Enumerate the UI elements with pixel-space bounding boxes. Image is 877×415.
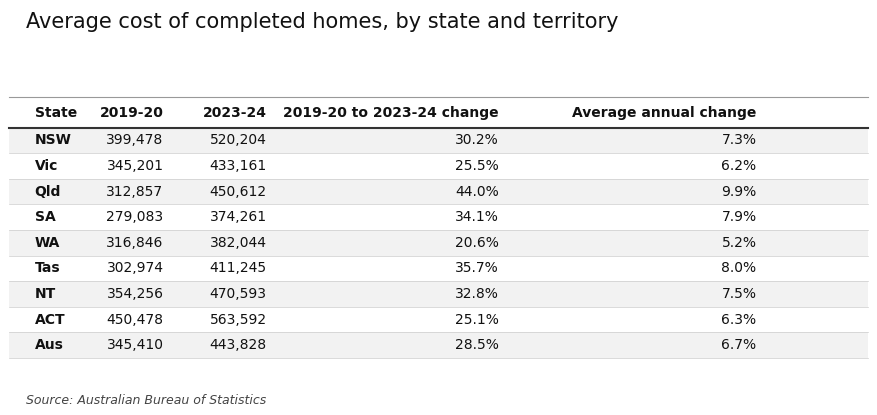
Text: 411,245: 411,245	[210, 261, 267, 276]
Text: Tas: Tas	[34, 261, 61, 276]
Text: 345,201: 345,201	[106, 159, 163, 173]
Text: 25.1%: 25.1%	[455, 312, 499, 327]
Text: Vic: Vic	[34, 159, 58, 173]
Text: 28.5%: 28.5%	[455, 338, 499, 352]
Text: 382,044: 382,044	[210, 236, 267, 250]
Text: 30.2%: 30.2%	[455, 134, 499, 147]
Text: 279,083: 279,083	[106, 210, 163, 224]
Text: 25.5%: 25.5%	[455, 159, 499, 173]
Text: 399,478: 399,478	[106, 134, 163, 147]
Text: Source: Australian Bureau of Statistics: Source: Australian Bureau of Statistics	[26, 394, 267, 407]
Text: 34.1%: 34.1%	[455, 210, 499, 224]
Text: 7.5%: 7.5%	[722, 287, 757, 301]
Text: 32.8%: 32.8%	[455, 287, 499, 301]
Text: 433,161: 433,161	[210, 159, 267, 173]
Text: 7.9%: 7.9%	[722, 210, 757, 224]
Bar	[9, 128, 868, 153]
Text: Average annual change: Average annual change	[572, 105, 757, 120]
Text: Qld: Qld	[34, 185, 61, 199]
Bar	[9, 256, 868, 281]
Bar	[9, 332, 868, 358]
Text: Average cost of completed homes, by state and territory: Average cost of completed homes, by stat…	[26, 12, 619, 32]
Text: WA: WA	[34, 236, 60, 250]
Bar	[9, 205, 868, 230]
Text: 563,592: 563,592	[210, 312, 267, 327]
Text: 520,204: 520,204	[210, 134, 267, 147]
Text: SA: SA	[34, 210, 55, 224]
Text: 470,593: 470,593	[210, 287, 267, 301]
Text: 316,846: 316,846	[106, 236, 163, 250]
Text: 8.0%: 8.0%	[722, 261, 757, 276]
Text: 354,256: 354,256	[106, 287, 163, 301]
Text: NSW: NSW	[34, 134, 71, 147]
Text: 302,974: 302,974	[106, 261, 163, 276]
Text: 6.2%: 6.2%	[722, 159, 757, 173]
Text: 6.3%: 6.3%	[722, 312, 757, 327]
Text: 20.6%: 20.6%	[455, 236, 499, 250]
Text: 35.7%: 35.7%	[455, 261, 499, 276]
Text: Aus: Aus	[34, 338, 63, 352]
Text: 450,478: 450,478	[106, 312, 163, 327]
Text: 450,612: 450,612	[210, 185, 267, 199]
Text: 5.2%: 5.2%	[722, 236, 757, 250]
Bar	[9, 230, 868, 256]
Bar	[9, 153, 868, 179]
Text: 443,828: 443,828	[210, 338, 267, 352]
Text: 374,261: 374,261	[210, 210, 267, 224]
Text: 2019-20 to 2023-24 change: 2019-20 to 2023-24 change	[283, 105, 499, 120]
Bar	[9, 281, 868, 307]
Text: 312,857: 312,857	[106, 185, 163, 199]
Text: ACT: ACT	[34, 312, 65, 327]
Text: 2019-20: 2019-20	[100, 105, 163, 120]
Bar	[9, 179, 868, 205]
Text: 345,410: 345,410	[106, 338, 163, 352]
Text: 2023-24: 2023-24	[203, 105, 267, 120]
Text: NT: NT	[34, 287, 56, 301]
Text: 9.9%: 9.9%	[721, 185, 757, 199]
Text: State: State	[34, 105, 77, 120]
Bar	[9, 307, 868, 332]
Text: 44.0%: 44.0%	[455, 185, 499, 199]
Text: 6.7%: 6.7%	[722, 338, 757, 352]
Text: 7.3%: 7.3%	[722, 134, 757, 147]
